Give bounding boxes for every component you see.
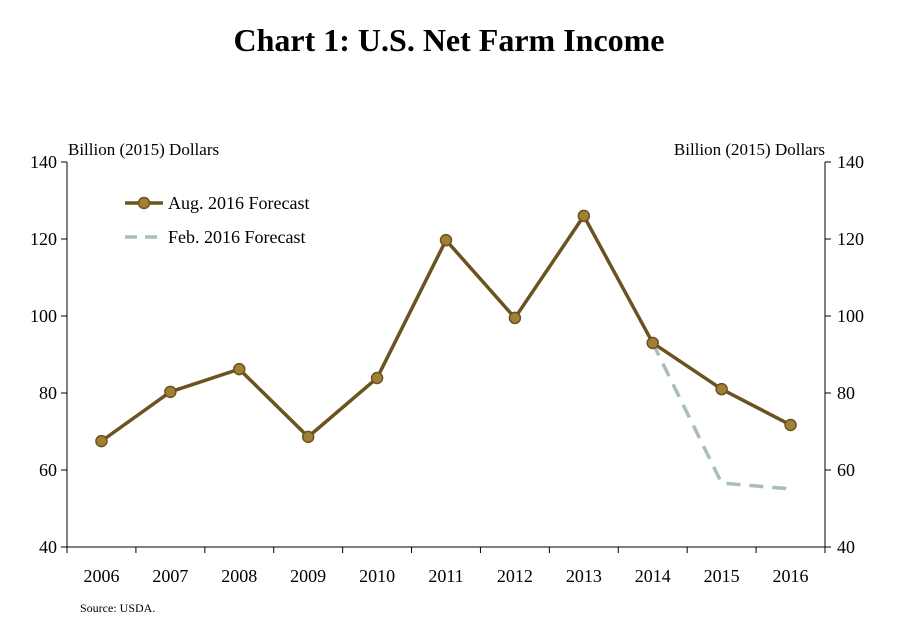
y-tick-label-left: 80 <box>39 383 57 403</box>
x-tick-label: 2006 <box>83 566 119 586</box>
x-tick-label: 2014 <box>635 566 671 586</box>
x-tick-label: 2010 <box>359 566 395 586</box>
y-tick-label-right: 60 <box>837 460 855 480</box>
y-tick-label-right: 120 <box>837 229 864 249</box>
aug-2016-data-point <box>164 385 177 399</box>
y-tick-label-right: 40 <box>837 537 855 557</box>
aug-2016-data-point <box>95 434 108 448</box>
aug-2016-data-point <box>233 362 246 376</box>
y-axis-label-right: Billion (2015) Dollars <box>674 140 825 159</box>
aug-2016-forecast-line <box>100 214 792 443</box>
y-tick-label-right: 100 <box>837 306 864 326</box>
x-tick-label: 2012 <box>497 566 533 586</box>
x-tick-label: 2007 <box>152 566 188 586</box>
y-tick-label-left: 120 <box>30 229 57 249</box>
legend-feb-label: Feb. 2016 Forecast <box>168 227 305 247</box>
y-axis-label-left: Billion (2015) Dollars <box>68 140 219 159</box>
aug-2016-data-point <box>508 311 522 325</box>
x-tick-label: 2016 <box>773 566 809 586</box>
y-tick-label-right: 140 <box>837 152 864 172</box>
x-tick-label: 2009 <box>290 566 326 586</box>
aug-2016-data-point <box>715 382 728 396</box>
aug-2016-data-point <box>370 371 384 385</box>
y-tick-label-left: 60 <box>39 460 57 480</box>
aug-2016-data-point <box>301 430 315 444</box>
aug-2016-data-point <box>784 418 797 432</box>
legend-aug-marker <box>137 196 151 210</box>
aug-2016-data-point <box>577 209 591 223</box>
x-tick-label: 2013 <box>566 566 602 586</box>
x-tick-label: 2015 <box>704 566 740 586</box>
x-tick-label: 2008 <box>221 566 257 586</box>
aug-2016-data-point <box>646 336 659 350</box>
source-note: Source: USDA. <box>80 601 156 615</box>
chart-title: Chart 1: U.S. Net Farm Income <box>233 22 665 58</box>
legend-aug-label: Aug. 2016 Forecast <box>168 193 309 213</box>
aug-2016-data-point <box>439 233 453 247</box>
x-tick-label: 2011 <box>428 566 463 586</box>
y-tick-label-left: 40 <box>39 537 57 557</box>
y-tick-label-left: 140 <box>30 152 57 172</box>
feb-2016-forecast-line <box>651 342 791 491</box>
y-tick-label-right: 80 <box>837 383 855 403</box>
y-tick-label-left: 100 <box>30 306 57 326</box>
